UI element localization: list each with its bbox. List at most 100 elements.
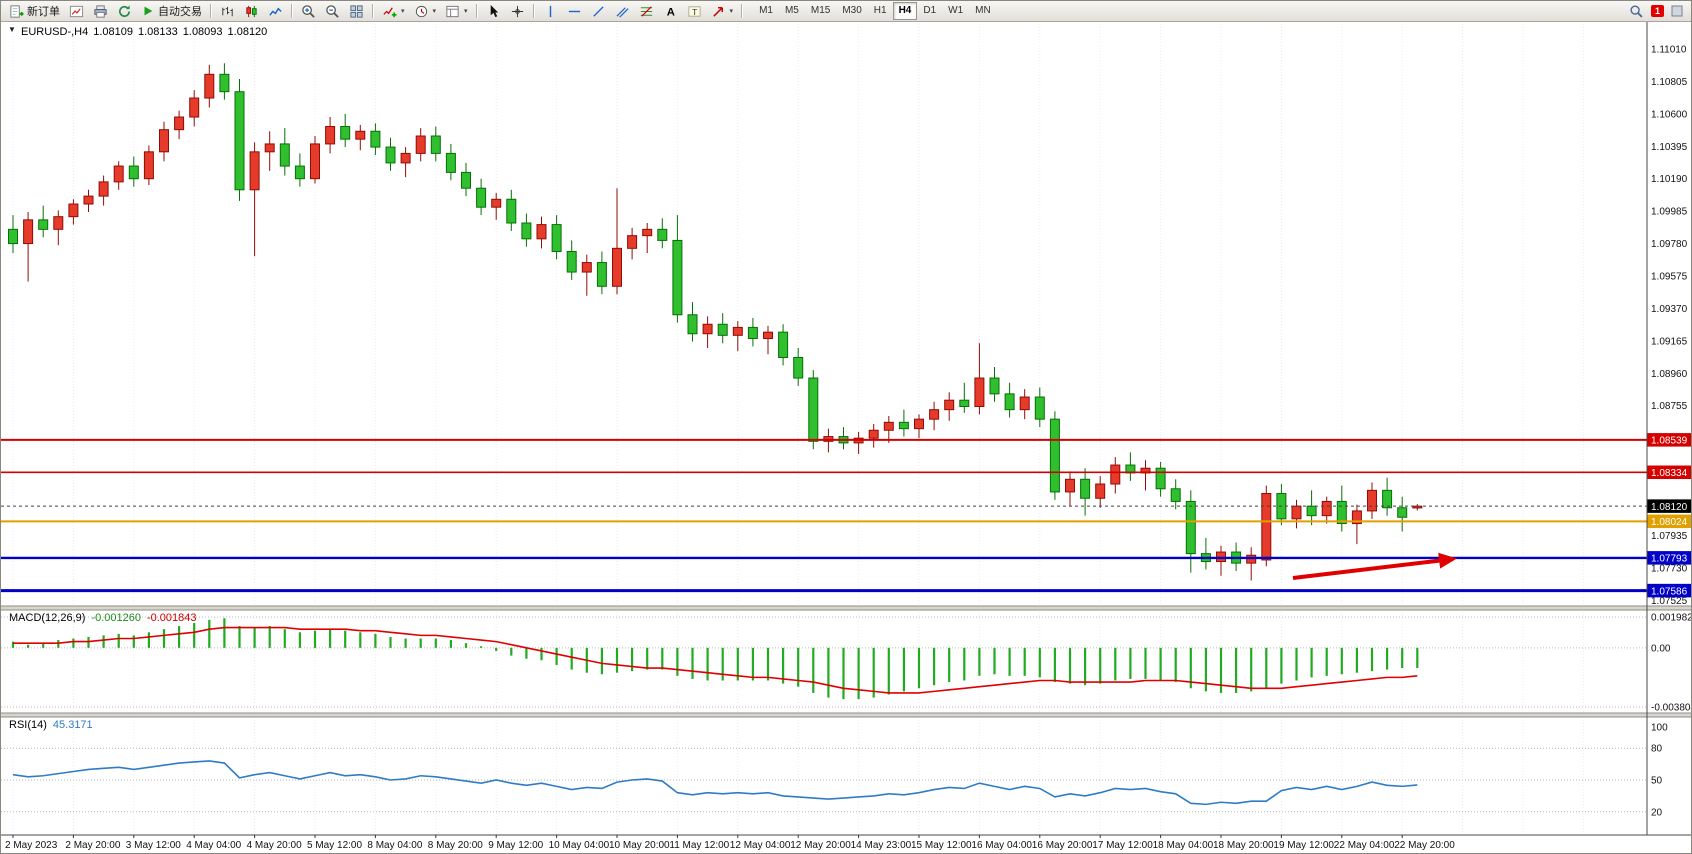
timeframe-button-m5[interactable]: M5 bbox=[784, 5, 799, 16]
vertical-line-icon bbox=[543, 4, 558, 19]
svg-text:1.10190: 1.10190 bbox=[1651, 174, 1688, 185]
zoom-in-button[interactable] bbox=[297, 1, 320, 21]
svg-text:15 May 12:00: 15 May 12:00 bbox=[911, 840, 972, 851]
bars-icon bbox=[220, 4, 235, 19]
svg-text:5 May 12:00: 5 May 12:00 bbox=[307, 840, 362, 851]
toolbar-separator bbox=[210, 4, 212, 18]
svg-text:80: 80 bbox=[1651, 744, 1663, 755]
indicators-icon bbox=[382, 4, 397, 19]
crosshair-button[interactable] bbox=[506, 1, 529, 21]
svg-text:8 May 04:00: 8 May 04:00 bbox=[367, 840, 422, 851]
time-scale[interactable]: 2 May 2023 2 May 20:00 3 May 12:00 4 May 04… bbox=[5, 835, 1455, 851]
timeframe-button-d1[interactable]: D1 bbox=[923, 5, 937, 16]
drawn-arrow-annotation[interactable] bbox=[1292, 552, 1457, 580]
tile-windows-icon bbox=[349, 4, 364, 19]
search-button[interactable] bbox=[1625, 1, 1648, 21]
printer-icon bbox=[93, 4, 108, 19]
auto-trading-button[interactable]: 自动交易 bbox=[137, 1, 206, 21]
chevron-down-icon: ▾ bbox=[464, 8, 468, 15]
zoom-out-button[interactable] bbox=[321, 1, 344, 21]
refresh-button[interactable] bbox=[113, 1, 136, 21]
chevron-down-icon: ▾ bbox=[729, 8, 734, 15]
macd-signal-line bbox=[13, 626, 1418, 694]
crosshair-icon bbox=[510, 4, 525, 19]
svg-text:50: 50 bbox=[1651, 776, 1663, 787]
toolbar-overflow-button[interactable] bbox=[1667, 1, 1687, 21]
svg-text:1.08334: 1.08334 bbox=[1651, 468, 1688, 479]
panel-splitter[interactable] bbox=[1, 606, 1692, 610]
rsi-panel bbox=[1, 747, 1647, 813]
timeframe-button-m30[interactable]: M30 bbox=[842, 5, 862, 16]
candlestick-chart-button[interactable] bbox=[240, 1, 263, 21]
toolbar-separator bbox=[291, 4, 293, 18]
line-chart-button[interactable] bbox=[264, 1, 287, 21]
templates-button[interactable]: ▾ bbox=[441, 1, 472, 21]
svg-text:1.10805: 1.10805 bbox=[1651, 77, 1688, 88]
notification-badge[interactable]: 1 bbox=[1650, 5, 1664, 17]
one-click-trading-toggle[interactable]: ▼ bbox=[8, 25, 16, 34]
svg-text:1.07586: 1.07586 bbox=[1651, 586, 1688, 597]
price-marker-1.08120 bbox=[1647, 499, 1691, 513]
svg-text:18 May 20:00: 18 May 20:00 bbox=[1213, 840, 1274, 851]
print-button[interactable] bbox=[89, 1, 112, 21]
horizontal-line-tool-button[interactable] bbox=[563, 1, 586, 21]
timeframe-button-m15[interactable]: M15 bbox=[810, 5, 831, 16]
main-toolbar: 新订单 自动交易 bbox=[1, 1, 1691, 22]
indicators-button[interactable]: ▾ bbox=[378, 1, 409, 21]
timeframe-button-h4[interactable]: H4 bbox=[892, 2, 918, 20]
new-order-icon bbox=[9, 4, 24, 19]
cursor-icon bbox=[486, 4, 501, 19]
svg-text:12 May 04:00: 12 May 04:00 bbox=[730, 840, 791, 851]
timeframe-button-w1[interactable]: W1 bbox=[948, 5, 964, 16]
timeframe-button-mn[interactable]: MN bbox=[975, 5, 991, 16]
svg-text:1.09780: 1.09780 bbox=[1651, 239, 1688, 250]
arrow-shape-icon bbox=[711, 4, 726, 19]
grid bbox=[12, 21, 1584, 835]
ohlc-high: 1.08133 bbox=[138, 26, 178, 38]
clock-icon bbox=[414, 4, 429, 19]
svg-text:9 May 12:00: 9 May 12:00 bbox=[488, 840, 543, 851]
svg-text:3 May 12:00: 3 May 12:00 bbox=[126, 840, 181, 851]
channel-tool-button[interactable] bbox=[611, 1, 634, 21]
new-order-label: 新订单 bbox=[27, 6, 60, 18]
macd-title: MACD(12,26,9) bbox=[9, 612, 86, 624]
svg-text:1.07730: 1.07730 bbox=[1651, 563, 1688, 574]
trendline-tool-button[interactable] bbox=[587, 1, 610, 21]
svg-text:-0.003804: -0.003804 bbox=[1651, 703, 1692, 714]
svg-text:17 May 12:00: 17 May 12:00 bbox=[1092, 840, 1153, 851]
new-chart-button[interactable] bbox=[65, 1, 88, 21]
timeframe-button-m1[interactable]: M1 bbox=[759, 5, 773, 16]
svg-text:1.09370: 1.09370 bbox=[1651, 304, 1688, 315]
tile-windows-button[interactable] bbox=[345, 1, 368, 21]
bar-chart-button[interactable] bbox=[216, 1, 239, 21]
macd-signal-value: -0.001843 bbox=[146, 612, 197, 624]
panel-splitter[interactable] bbox=[1, 713, 1692, 717]
fibonacci-tool-button[interactable] bbox=[635, 1, 658, 21]
macd-panel bbox=[1, 616, 1647, 708]
text-tool-button[interactable]: A bbox=[659, 1, 682, 21]
svg-text:1.08539: 1.08539 bbox=[1651, 435, 1688, 446]
toolbar-separator bbox=[475, 4, 478, 18]
svg-text:T: T bbox=[692, 6, 697, 16]
vertical-line-tool-button[interactable] bbox=[539, 1, 562, 21]
ohlc-low: 1.08093 bbox=[182, 26, 223, 38]
price-scale[interactable]: 1.11010 1.10805 1.10600 1.10395 1.10190 1.099… bbox=[1647, 45, 1692, 819]
timeframe-button-h1[interactable]: H1 bbox=[873, 5, 887, 16]
chevron-down-icon: ▾ bbox=[401, 8, 405, 15]
text-icon: A bbox=[663, 4, 678, 19]
new-order-button[interactable]: 新订单 bbox=[5, 1, 64, 21]
arrows-tool-button[interactable]: ▾ bbox=[707, 1, 738, 21]
svg-text:12 May 20:00: 12 May 20:00 bbox=[790, 840, 851, 851]
cursor-button[interactable] bbox=[482, 1, 505, 21]
periods-button[interactable]: ▾ bbox=[410, 1, 441, 21]
svg-text:1.07525: 1.07525 bbox=[1651, 596, 1688, 607]
timeframe-group: M1 M5 M15 M30 H1 H4 D1 W1 MN bbox=[753, 2, 997, 20]
toolbar-separator bbox=[532, 4, 535, 18]
price-marker-1.08024 bbox=[1647, 514, 1691, 529]
horizontal-lines[interactable] bbox=[1, 438, 1647, 593]
text-label-tool-button[interactable]: T bbox=[683, 1, 706, 21]
toolbar-separator bbox=[372, 4, 374, 18]
svg-text:1.08960: 1.08960 bbox=[1651, 369, 1688, 380]
